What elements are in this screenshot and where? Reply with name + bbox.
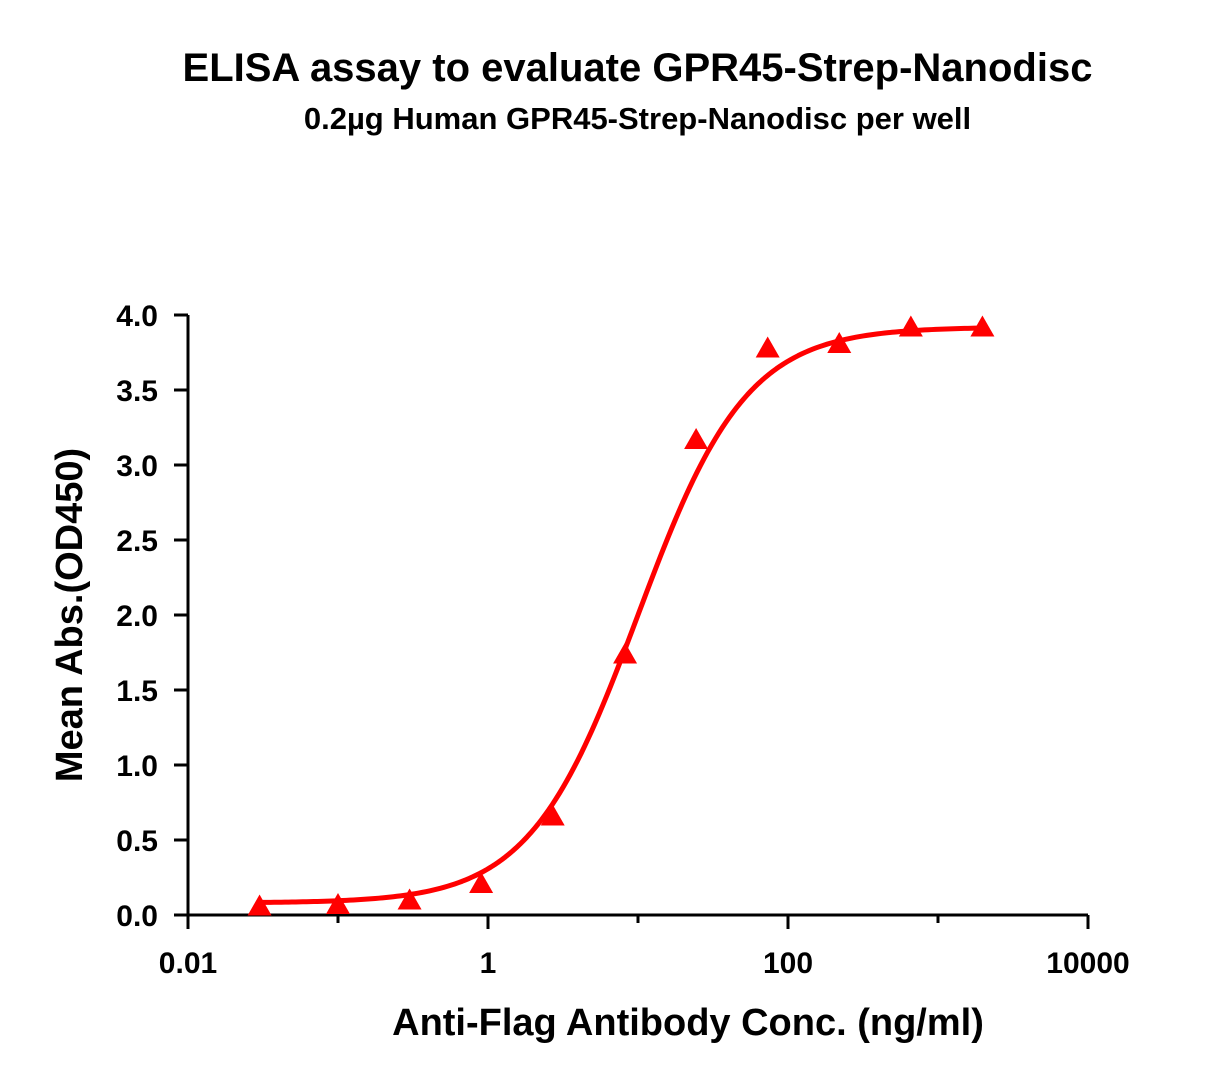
data-point-triangle [827,331,852,353]
y-tick-label: 2.0 [116,600,158,633]
y-tick-label: 0.0 [116,900,158,933]
data-point-triangle [540,804,565,826]
y-tick-label: 0.5 [116,825,158,858]
y-tick-label: 3.0 [116,450,158,483]
data-point-triangle [247,894,272,916]
y-tick-label: 1.5 [116,675,158,708]
x-tick-label: 1 [480,947,497,980]
data-point-triangle [469,871,494,893]
y-axis-label: Mean Abs.(OD450) [49,448,91,782]
data-point-triangle [898,315,923,337]
data-points [247,315,995,916]
data-point-triangle [326,892,350,914]
x-tick-label: 10000 [1046,947,1129,980]
y-tick-label: 4.0 [116,300,158,333]
x-tick-label: 0.01 [159,947,217,980]
data-point-triangle [397,888,422,910]
fit-curve-group [259,325,983,905]
data-point-triangle [970,315,995,337]
y-tick-label: 2.5 [116,525,158,558]
chart-subtitle: 0.2µg Human GPR45-Strep-Nanodisc per wel… [303,101,972,136]
y-tick-label: 3.5 [116,375,158,408]
chart-title: ELISA assay to evaluate GPR45-Strep-Nano… [182,46,1093,90]
x-axis-label: Anti-Flag Antibody Conc. (ng/ml) [392,1002,984,1044]
fit-curve [259,325,983,905]
y-tick-label: 1.0 [116,750,158,783]
x-tick-label: 100 [763,947,813,980]
data-point-triangle [613,642,638,664]
data-point-triangle [684,427,709,449]
data-point-triangle [755,336,780,358]
axes: 0.0 0.5 1.0 1.5 2.0 2.5 3.0 3.5 4.0 0.01 1 100 10000 [116,300,1129,980]
